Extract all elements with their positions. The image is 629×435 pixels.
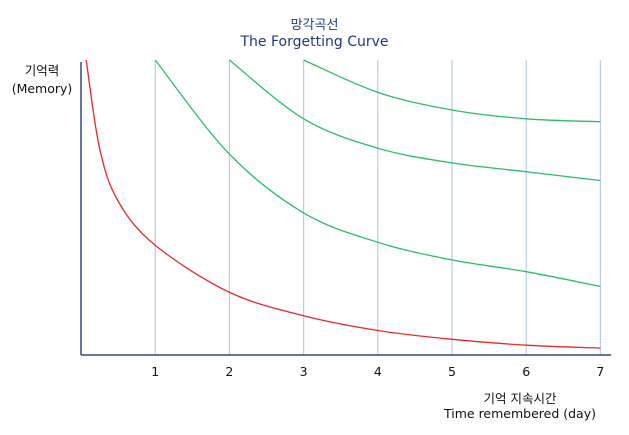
x-tick-5: 5 [448,364,456,379]
y-axis-label-en: (Memory) [11,81,73,96]
x-tick-4: 4 [373,364,382,379]
chart-subtitle: The Forgetting Curve [240,34,389,50]
review-curve-2 [228,59,601,182]
review-curve-1 [154,59,601,288]
review-curve-3 [303,59,601,123]
forgetting-curve-red [85,59,601,349]
chart-title: 망각곡선 [290,18,339,33]
x-axis-label-en: Time remembered (day) [444,406,596,421]
x-tick-6: 6 [522,364,531,379]
x-tick-1: 1 [151,364,160,379]
curves [85,59,601,349]
x-tick-3: 3 [299,364,308,379]
y-axis-label: 기억력 [24,63,60,78]
x-tick-7: 7 [596,364,605,379]
x-axis-label: 기억 지속시간 [483,391,557,406]
vertical-gridlines [154,60,602,355]
x-tick-2: 2 [225,364,234,379]
